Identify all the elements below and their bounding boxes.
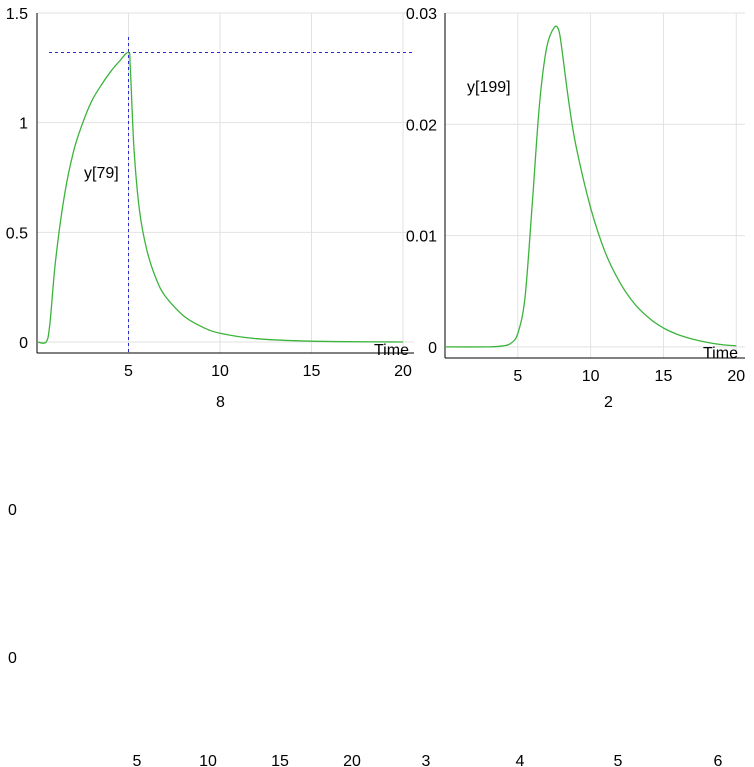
series-annotation: y[79]	[84, 165, 119, 182]
bottom-tick-fragment: 5	[133, 753, 142, 767]
x-tick-labels: 5 10 15 20	[124, 363, 412, 380]
left-tick-fragment: 0	[8, 502, 17, 519]
bottom-tick-fragment: 20	[343, 753, 361, 767]
x-tick-labels: 5 10 15 20	[513, 368, 745, 385]
x-tick-label: 15	[655, 368, 673, 385]
y-tick-label: 0.01	[406, 229, 437, 246]
gridlines	[37, 12, 414, 353]
bottom-tick-fragment: 3	[422, 753, 431, 767]
x-tick-label: 20	[727, 368, 745, 385]
bottom-tick-fragment: 6	[714, 753, 723, 767]
x-tick-label: 15	[303, 363, 321, 380]
lower-fragments: 0 0 5 10 15 20 3 4 5 6	[8, 502, 723, 767]
series-line	[36, 51, 404, 344]
bottom-label: 8	[216, 394, 225, 411]
gridlines	[445, 12, 745, 358]
x-tick-label: 5	[513, 368, 522, 385]
left-tick-fragment: 0	[8, 650, 17, 667]
bottom-tick-fragment: 4	[516, 753, 525, 767]
bottom-tick-fragment: 5	[614, 753, 623, 767]
chart-left: 5 10 15 20 0 0.5 1 1.5 y[79] Time 8	[6, 6, 414, 411]
y-tick-label: 0	[19, 335, 28, 352]
y-tick-label: 0	[428, 340, 437, 357]
x-tick-label: 10	[211, 363, 229, 380]
bottom-tick-fragment: 15	[271, 753, 289, 767]
x-tick-label: 20	[394, 363, 412, 380]
y-tick-labels: 0 0.01 0.02 0.03	[406, 6, 437, 357]
series-annotation: y[199]	[467, 79, 511, 96]
y-tick-label: 0.02	[406, 117, 437, 134]
x-axis-label: Time	[703, 345, 738, 362]
bottom-label: 2	[604, 394, 613, 411]
crosshair	[49, 37, 414, 353]
y-tick-label: 1.5	[6, 6, 28, 23]
x-tick-label: 10	[582, 368, 600, 385]
x-axis-label: Time	[374, 342, 409, 359]
y-tick-label: 1	[19, 116, 28, 133]
y-tick-label: 0.5	[6, 225, 28, 242]
x-tick-label: 5	[124, 363, 133, 380]
series-line	[444, 25, 737, 348]
chart-right: 5 10 15 20 0 0.01 0.02 0.03 y[199] Time 2	[406, 6, 745, 411]
y-tick-labels: 0 0.5 1 1.5	[6, 6, 28, 352]
bottom-tick-fragment: 10	[199, 753, 217, 767]
bottom-tick-fragments: 5 10 15 20 3 4 5 6	[133, 753, 723, 767]
y-tick-label: 0.03	[406, 6, 437, 23]
